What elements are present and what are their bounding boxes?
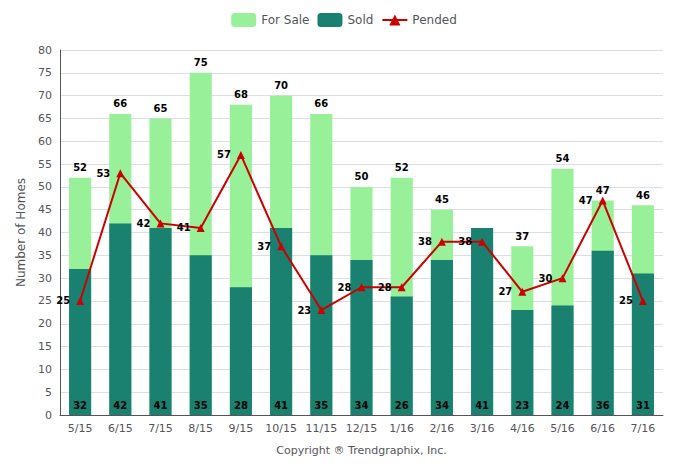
svg-text:53: 53 <box>96 168 110 179</box>
svg-text:50: 50 <box>38 180 52 193</box>
svg-text:10/15: 10/15 <box>265 422 297 435</box>
svg-text:5/15: 5/15 <box>68 422 93 435</box>
svg-text:6/16: 6/16 <box>590 422 615 435</box>
svg-text:30: 30 <box>38 272 52 285</box>
svg-text:57: 57 <box>217 149 231 160</box>
svg-text:5/16: 5/16 <box>550 422 575 435</box>
svg-text:75: 75 <box>38 66 52 79</box>
svg-text:47: 47 <box>596 185 610 196</box>
svg-text:6/15: 6/15 <box>108 422 133 435</box>
svg-text:41: 41 <box>475 400 489 411</box>
svg-text:50: 50 <box>355 171 369 182</box>
svg-text:23: 23 <box>297 305 311 316</box>
svg-text:7/16: 7/16 <box>631 422 656 435</box>
svg-text:9/15: 9/15 <box>229 422 254 435</box>
svg-text:Copyright ® Trendgraphix, Inc.: Copyright ® Trendgraphix, Inc. <box>276 444 446 457</box>
svg-text:41: 41 <box>154 400 168 411</box>
svg-text:27: 27 <box>498 286 512 297</box>
svg-text:Number of Homes: Number of Homes <box>14 178 28 287</box>
svg-text:15: 15 <box>38 340 52 353</box>
svg-text:2/16: 2/16 <box>430 422 455 435</box>
svg-text:60: 60 <box>38 135 52 148</box>
svg-text:52: 52 <box>395 162 409 173</box>
svg-text:42: 42 <box>113 400 127 411</box>
svg-text:5: 5 <box>45 386 52 399</box>
svg-text:38: 38 <box>458 236 472 247</box>
svg-text:35: 35 <box>38 249 52 262</box>
svg-text:8/15: 8/15 <box>188 422 213 435</box>
svg-text:37: 37 <box>257 241 271 252</box>
svg-text:65: 65 <box>154 103 168 114</box>
svg-text:28: 28 <box>378 282 392 293</box>
svg-text:24: 24 <box>556 400 570 411</box>
svg-text:28: 28 <box>338 282 352 293</box>
svg-text:30: 30 <box>539 273 553 284</box>
svg-text:45: 45 <box>38 203 52 216</box>
svg-text:Sold: Sold <box>347 13 373 27</box>
svg-text:75: 75 <box>194 57 208 68</box>
svg-text:35: 35 <box>314 400 328 411</box>
svg-text:70: 70 <box>38 89 52 102</box>
svg-text:45: 45 <box>435 194 449 205</box>
svg-text:47: 47 <box>579 195 593 206</box>
svg-text:36: 36 <box>596 400 610 411</box>
svg-text:38: 38 <box>418 236 432 247</box>
svg-text:25: 25 <box>38 294 52 307</box>
svg-text:40: 40 <box>38 226 52 239</box>
svg-text:66: 66 <box>314 98 328 109</box>
svg-text:25: 25 <box>56 295 70 306</box>
svg-text:70: 70 <box>274 80 288 91</box>
svg-text:37: 37 <box>515 231 529 242</box>
svg-text:55: 55 <box>38 158 52 171</box>
svg-text:46: 46 <box>636 190 650 201</box>
svg-text:52: 52 <box>73 162 87 173</box>
svg-text:11/15: 11/15 <box>305 422 337 435</box>
svg-text:34: 34 <box>435 400 449 411</box>
svg-text:Pended: Pended <box>412 13 456 27</box>
svg-text:4/16: 4/16 <box>510 422 535 435</box>
svg-text:For Sale: For Sale <box>261 13 309 27</box>
svg-text:54: 54 <box>556 153 570 164</box>
svg-text:20: 20 <box>38 317 52 330</box>
svg-text:42: 42 <box>137 218 151 229</box>
svg-text:32: 32 <box>73 400 87 411</box>
svg-text:7/15: 7/15 <box>148 422 173 435</box>
svg-text:41: 41 <box>177 222 191 233</box>
svg-text:1/16: 1/16 <box>389 422 414 435</box>
svg-text:41: 41 <box>274 400 288 411</box>
svg-text:12/15: 12/15 <box>346 422 378 435</box>
svg-text:26: 26 <box>395 400 409 411</box>
svg-text:23: 23 <box>515 400 529 411</box>
svg-text:80: 80 <box>38 44 52 57</box>
svg-text:28: 28 <box>234 400 248 411</box>
svg-text:10: 10 <box>38 363 52 376</box>
svg-text:0: 0 <box>45 409 52 422</box>
svg-text:66: 66 <box>113 98 127 109</box>
svg-text:35: 35 <box>194 400 208 411</box>
svg-text:68: 68 <box>234 89 248 100</box>
svg-text:65: 65 <box>38 112 52 125</box>
svg-text:3/16: 3/16 <box>470 422 495 435</box>
svg-text:31: 31 <box>636 400 650 411</box>
svg-text:25: 25 <box>619 295 633 306</box>
svg-text:34: 34 <box>355 400 369 411</box>
